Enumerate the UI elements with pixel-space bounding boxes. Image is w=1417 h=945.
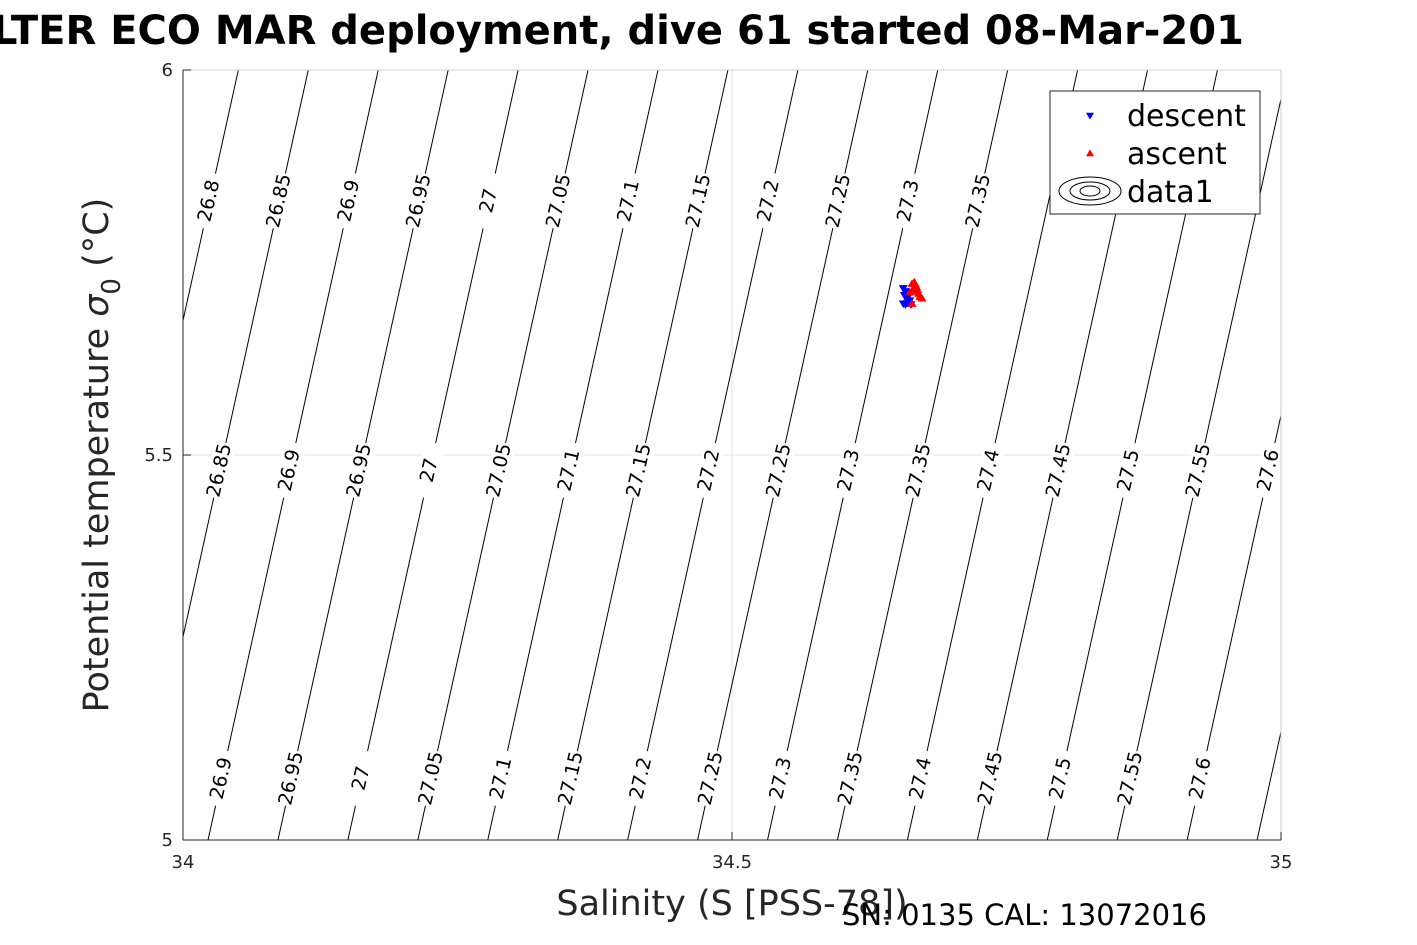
- legend-label-ascent: ascent: [1127, 137, 1227, 172]
- contour-label-bg: [402, 171, 437, 231]
- ascent-point: [913, 285, 923, 294]
- legend-label-data1: data1: [1127, 175, 1214, 210]
- contour-label-bg: [332, 171, 367, 231]
- contour-label-bg: [1183, 748, 1218, 809]
- contour-label-bg: [342, 440, 377, 501]
- ascent-point: [907, 299, 917, 307]
- contour-label-bg: [1251, 440, 1281, 501]
- contour-label-bg: [1043, 748, 1078, 809]
- contour-label-bg: [472, 171, 507, 231]
- x-tick-label: 35: [1270, 852, 1293, 873]
- contour-label-bg: [262, 171, 297, 231]
- contour-label-bg: [821, 171, 856, 231]
- x-tick-label: 34: [172, 852, 195, 873]
- contour-label-bg: [192, 171, 227, 231]
- contour-label-bg: [681, 171, 716, 231]
- contour-label-bg: [762, 440, 797, 501]
- contour-label-bg: [542, 171, 577, 231]
- contour-label-bg: [624, 748, 659, 809]
- contour-label-bg: [692, 440, 727, 501]
- footer-serial-cal: SN: 0135 CAL: 13072016: [842, 898, 1207, 932]
- y-tick-label: 6: [162, 60, 173, 81]
- contour-label-bg: [903, 748, 939, 809]
- x-axis-label: Salinity (S [PSS-78]): [556, 884, 907, 924]
- legend-ascent-icon: [1086, 149, 1094, 157]
- contour-line: [1327, 70, 1417, 840]
- ascent-point: [905, 287, 915, 296]
- contour-label-bg: [554, 748, 589, 809]
- contour-label-bg: [1042, 440, 1077, 501]
- contour-label-bg: [961, 171, 996, 231]
- contour-label-bg: [414, 748, 449, 809]
- contour-label-bg: [1181, 440, 1216, 501]
- contour-label-bg: [694, 748, 729, 809]
- x-tick-label: 34.5: [712, 852, 752, 873]
- legend-label-descent: descent: [1127, 99, 1246, 134]
- contour-label: 27: [416, 456, 443, 485]
- contour-label-bg: [344, 748, 379, 809]
- contour-label-bg: [751, 171, 786, 231]
- contour-label-bg: [482, 440, 517, 501]
- y-axis-label: Potential temperature σ0 (°C): [77, 198, 127, 713]
- legend-contour-icon: [1069, 181, 1111, 201]
- contour-label-bg: [1113, 748, 1148, 809]
- legend-contour-icon: [1058, 176, 1122, 206]
- contour-label-bg: [272, 440, 307, 501]
- legend-contour-icon: [1079, 185, 1101, 197]
- contour-label-bg: [612, 171, 647, 231]
- legend-descent-icon: [1086, 112, 1094, 120]
- contour-label-bg: [204, 748, 239, 809]
- contour-label-bg: [973, 748, 1008, 809]
- contour-label-bg: [832, 440, 867, 501]
- contour-label-bg: [412, 440, 447, 501]
- contour-label-bg: [834, 748, 869, 809]
- contour-label-bg: [902, 440, 937, 501]
- y-tick-label: 5: [162, 830, 173, 851]
- contour-label-bg: [972, 440, 1007, 501]
- contour-label: 27: [348, 764, 375, 793]
- contour-label-bg: [622, 440, 657, 501]
- chart-title: LTER ECO MAR deployment, dive 61 started…: [0, 8, 1244, 54]
- y-tick-label: 5.5: [144, 445, 173, 466]
- contour-label-bg: [484, 748, 519, 809]
- contour-label-bg: [764, 748, 799, 809]
- ascent-point: [917, 293, 927, 302]
- contour-label-bg: [274, 748, 309, 809]
- legend-box: [1049, 90, 1261, 215]
- contour-label-bg: [552, 440, 587, 501]
- contour-label-bg: [891, 171, 926, 231]
- contour-label-bg: [1111, 440, 1146, 501]
- contour-label-bg: [202, 440, 237, 501]
- contour-label: 27: [475, 187, 502, 216]
